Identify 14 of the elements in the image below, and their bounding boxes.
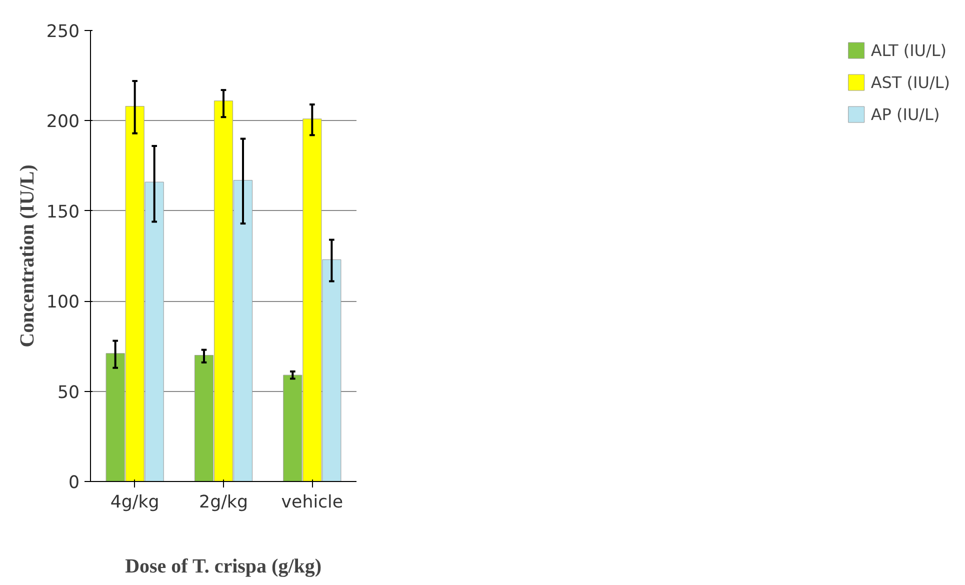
x-tick-label: 2g/kg xyxy=(199,492,248,512)
x-tick-label: 4g/kg xyxy=(110,492,160,512)
y-axis-title: Concentration (IU/L) xyxy=(16,164,38,348)
y-tick-label: 50 xyxy=(57,382,80,403)
y-tick-label: 100 xyxy=(46,292,80,313)
y-tick-label: 0 xyxy=(68,473,80,493)
y-tick-label: 250 xyxy=(46,22,80,42)
y-tick-label: 200 xyxy=(46,112,80,132)
legend-label: AP (IU/L) xyxy=(870,104,940,124)
x-tick-label: vehicle xyxy=(281,492,344,512)
legend-label: ALT (IU/L) xyxy=(870,40,947,60)
x-axis-title: Dose of T. crispa (g/kg) xyxy=(125,556,322,578)
y-tick-label: 150 xyxy=(46,202,80,222)
legend-label: AST (IU/L) xyxy=(870,72,950,92)
